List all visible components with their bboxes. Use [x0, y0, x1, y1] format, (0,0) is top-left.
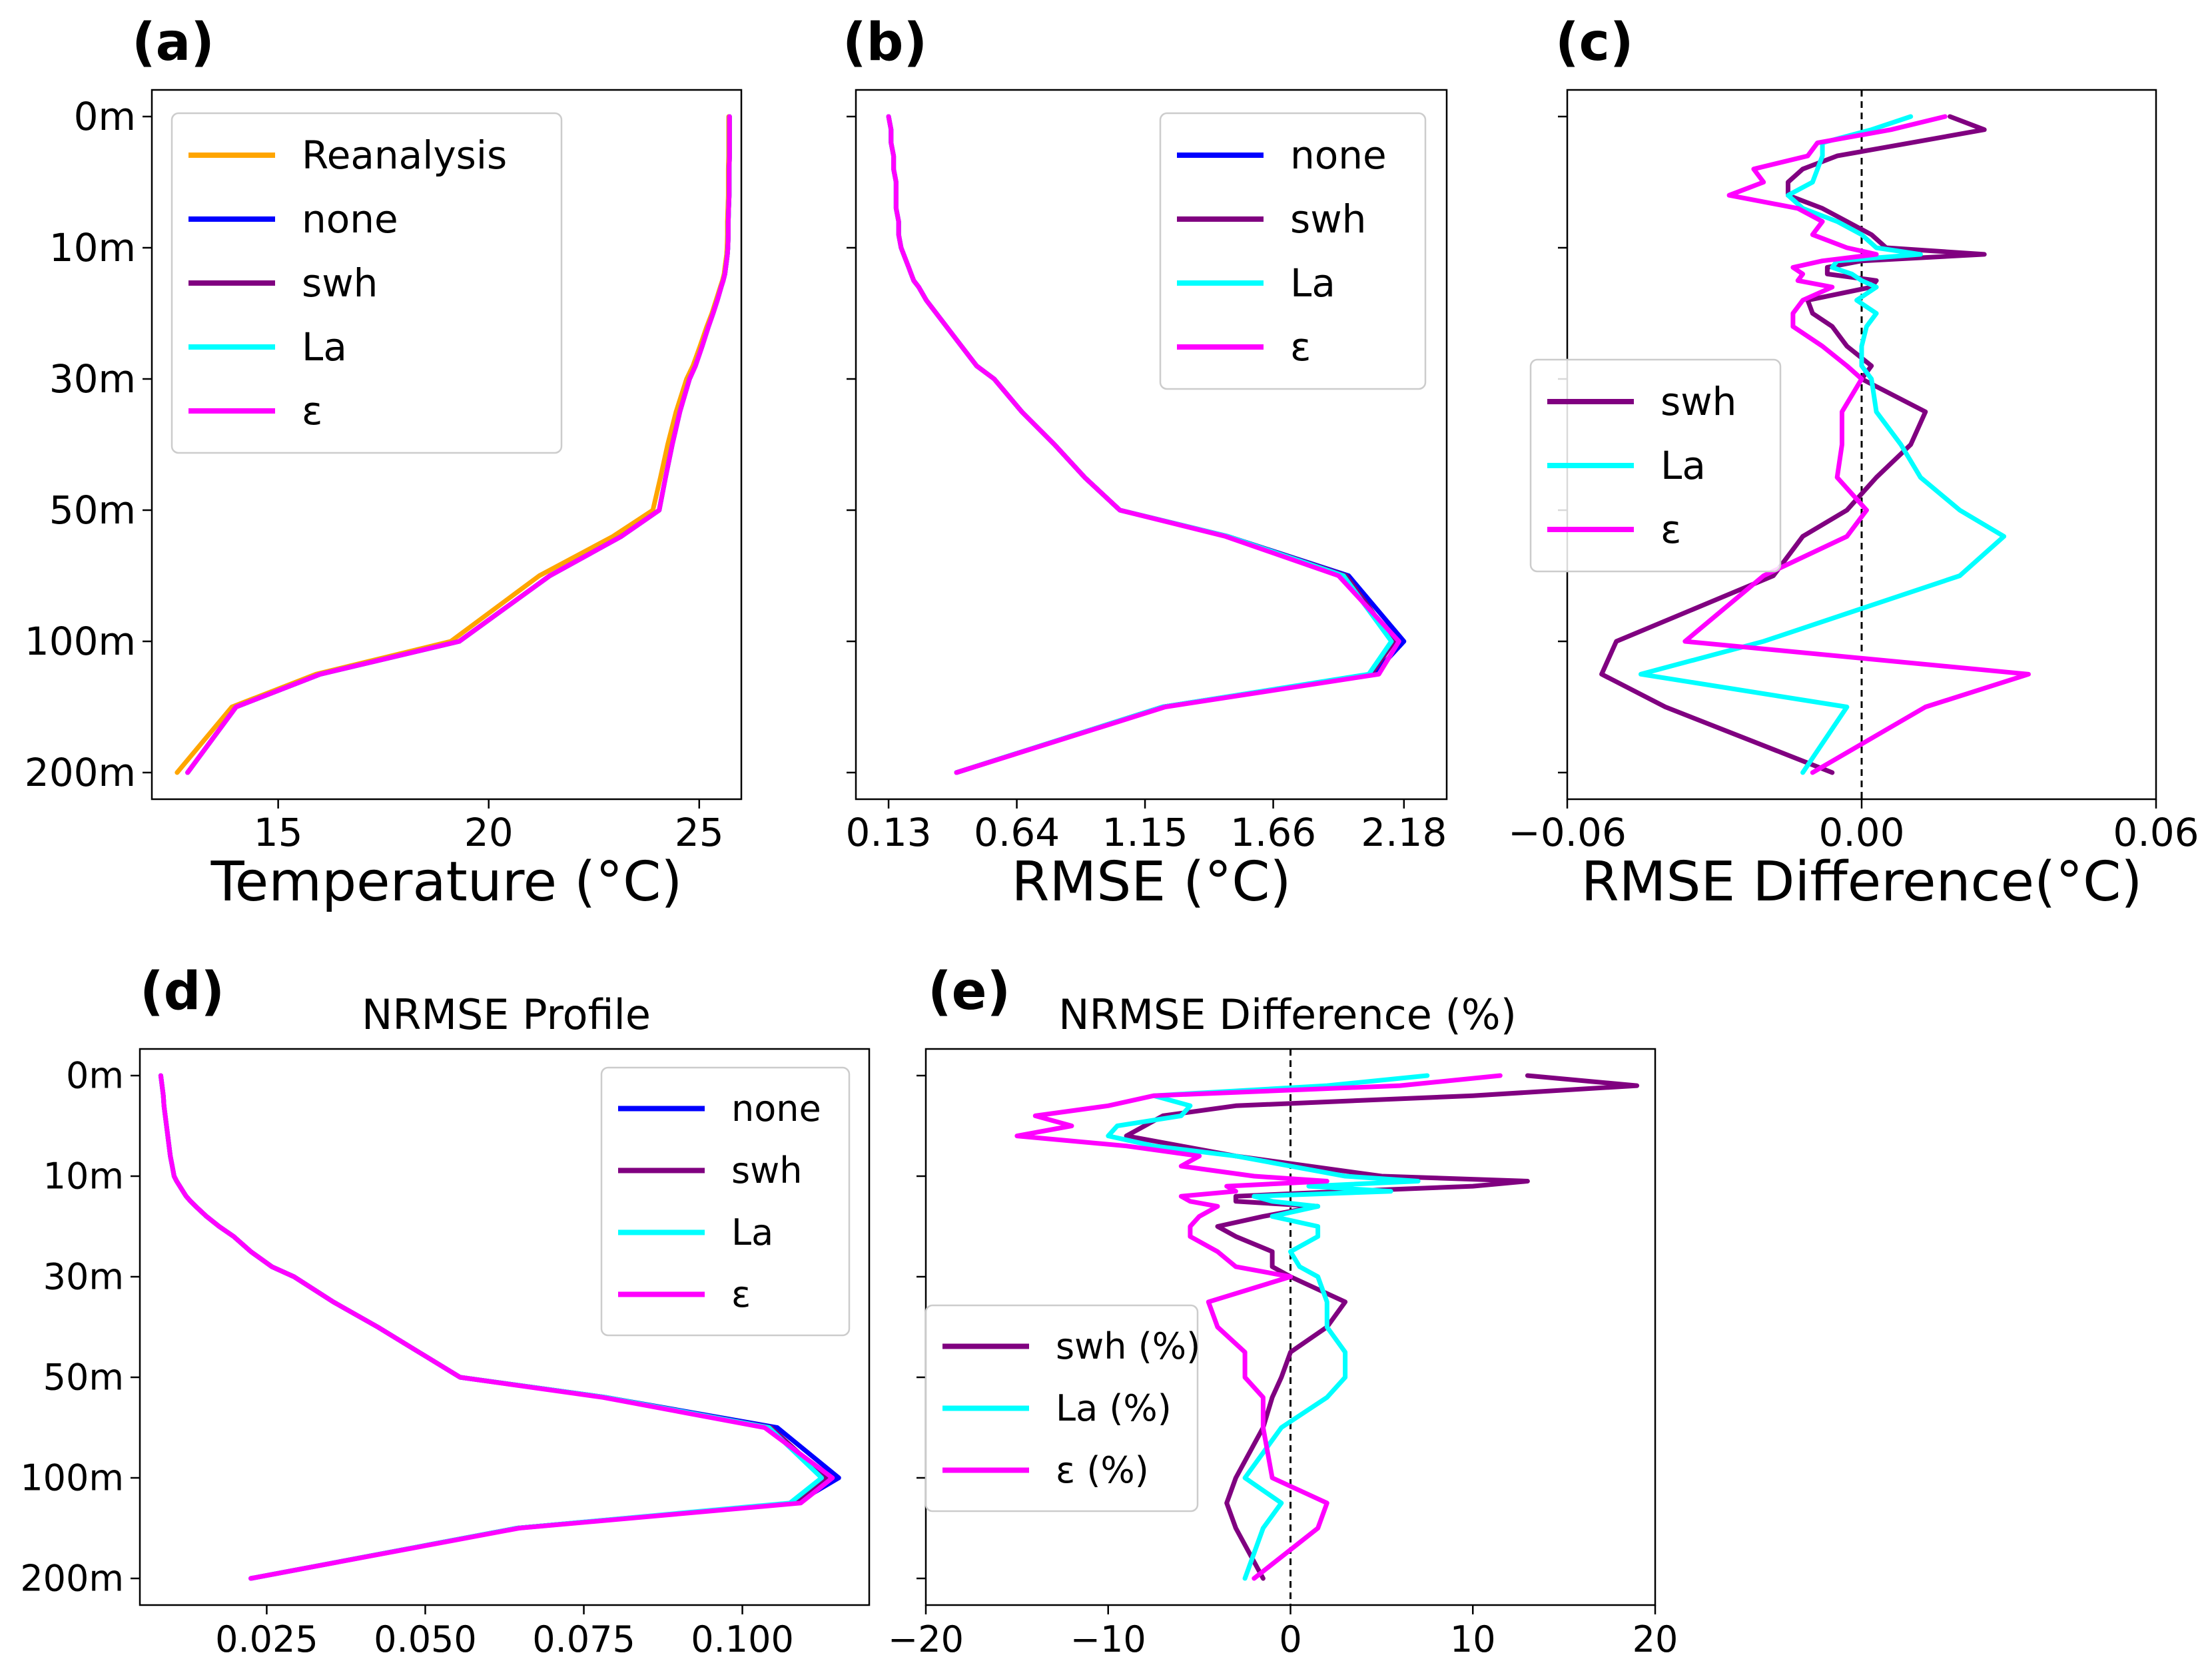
y-tick-label: 100m — [20, 1457, 124, 1499]
legend-label: none — [1290, 133, 1387, 178]
legend-label: swh — [302, 260, 378, 306]
panel-label: (a) — [132, 13, 214, 73]
series-group — [1014, 1073, 1640, 1581]
legend-label: La — [731, 1211, 773, 1253]
legend-label: La — [1660, 443, 1706, 488]
x-axis-label: RMSE Difference(°C) — [1581, 850, 2143, 914]
axes-frame — [139, 1048, 871, 1606]
x-tick-label: 0.13 — [845, 810, 931, 855]
x-tick-label: 1.15 — [1102, 810, 1188, 855]
series-line-eps — [1682, 114, 2031, 775]
y-tick-label: 50m — [43, 1357, 124, 1399]
legend-label: La (%) — [1056, 1387, 1172, 1429]
legend-box — [1529, 358, 1782, 573]
panel-e: −20 −10 0 10 20 NRMSE Difference (%) (e) swh (%… — [888, 962, 1678, 1660]
legend-label: none — [302, 196, 398, 242]
series-line-La — [1106, 1073, 1430, 1581]
legend-label: swh — [1660, 379, 1736, 424]
y-tick-label: 10m — [49, 225, 136, 270]
x-tick-label: 0.64 — [974, 810, 1060, 855]
legend-label: La — [1290, 260, 1335, 306]
series-line-eps — [185, 114, 732, 775]
legend-label: Reanalysis — [302, 133, 507, 178]
series-group — [886, 114, 1407, 775]
series-group — [1599, 114, 2031, 775]
x-tick-label: 0.075 — [532, 1618, 635, 1660]
x-tick-label: 0.00 — [1818, 810, 1904, 855]
legend-label: swh (%) — [1056, 1325, 1200, 1367]
x-tick-label: −0.06 — [1508, 810, 1627, 855]
y-tick-label: 0m — [74, 94, 136, 139]
legend-label: ε (%) — [1056, 1449, 1149, 1491]
legend-box — [924, 1304, 1199, 1512]
legend-label: ε — [1660, 507, 1681, 552]
axes-frame — [855, 89, 1448, 801]
x-tick-label: 2.18 — [1361, 810, 1447, 855]
x-tick-label: 1.66 — [1230, 810, 1316, 855]
x-tick-label: 0 — [1279, 1618, 1301, 1660]
y-tick-label: 200m — [25, 750, 136, 795]
series-group — [158, 1073, 841, 1581]
legend-label: La — [302, 324, 347, 370]
panel-label: (b) — [843, 13, 927, 73]
y-tick-label: 100m — [25, 619, 136, 664]
x-tick-label: 20 — [464, 810, 514, 855]
panel-label: (c) — [1555, 13, 1634, 73]
legend-label: none — [731, 1088, 821, 1130]
x-tick-label: 0.050 — [374, 1618, 477, 1660]
y-tick-label: 200m — [20, 1558, 124, 1600]
x-tick-label: 0.025 — [215, 1618, 318, 1660]
panel-d: 0m 10m 30m 50m 100m 200m 0.025 0.050 0.075 0.100 N… — [20, 962, 871, 1660]
legend: swh (%) La (%) ε (%) — [924, 1304, 1200, 1512]
y-tick-label: 30m — [43, 1256, 124, 1298]
x-tick-label: 20 — [1633, 1618, 1678, 1660]
axes-frame — [151, 89, 743, 801]
legend-label: ε — [302, 388, 322, 434]
legend-box — [171, 112, 563, 454]
x-tick-label: 15 — [254, 810, 303, 855]
y-tick-label: 30m — [49, 356, 136, 402]
series-line-eps — [886, 114, 1401, 775]
series-line-eps — [158, 1073, 835, 1581]
series-line-La — [1639, 114, 2007, 775]
legend: swh La ε — [1529, 358, 1782, 573]
x-axis-label: RMSE (°C) — [1012, 850, 1291, 914]
x-axis-label: Temperature (°C) — [210, 850, 683, 914]
panel-title: NRMSE Difference (%) — [1058, 990, 1517, 1039]
x-tick-label: 25 — [675, 810, 724, 855]
series-line-eps — [1014, 1073, 1503, 1581]
legend-label: ε — [1290, 324, 1311, 370]
legend: none swh La ε — [600, 1066, 851, 1337]
x-tick-label: −20 — [888, 1618, 964, 1660]
y-tick-label: 0m — [66, 1055, 124, 1097]
series-group — [175, 114, 732, 775]
panel-label: (e) — [928, 962, 1010, 1022]
panel-title: NRMSE Profile — [362, 990, 651, 1039]
legend-box — [1159, 112, 1427, 390]
legend-label: swh — [731, 1150, 803, 1191]
x-tick-label: −10 — [1070, 1618, 1146, 1660]
legend-box — [600, 1066, 851, 1337]
y-tick-label: 10m — [43, 1156, 124, 1197]
y-tick-label: 50m — [49, 488, 136, 533]
legend-label: swh — [1290, 196, 1366, 242]
legend: Reanalysis none swh La ε — [171, 112, 563, 454]
panel-label: (d) — [140, 962, 224, 1022]
legend-label: ε — [731, 1273, 751, 1315]
x-tick-label: 0.100 — [691, 1618, 794, 1660]
legend: none swh La ε — [1159, 112, 1427, 390]
x-tick-label: 0.06 — [2113, 810, 2199, 855]
panel-b: 0.13 0.64 1.15 1.66 2.18 RMSE (°C) (b) none swh L… — [843, 13, 1448, 914]
x-tick-label: 10 — [1450, 1618, 1496, 1660]
